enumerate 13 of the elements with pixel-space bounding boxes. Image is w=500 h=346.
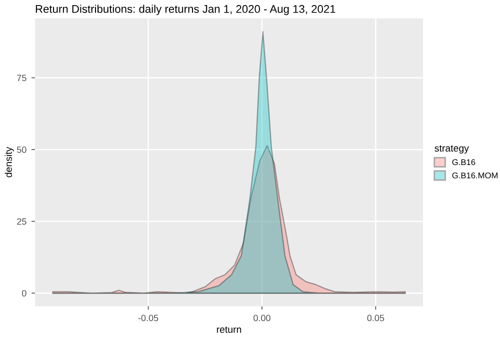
legend-label: G.B16 (452, 159, 476, 166)
y-tick-label: 25 (17, 218, 26, 225)
y-axis-title: density (4, 146, 14, 178)
y-tick-label: 50 (16, 146, 26, 153)
x-axis-title: return (216, 326, 242, 333)
y-tick-label: 75 (17, 74, 26, 82)
legend-label: G.B16.MOM (452, 172, 498, 178)
x-tick-label: -0.05 (138, 314, 158, 322)
x-tick-label: 0.00 (254, 314, 270, 322)
legend-title: strategy (434, 145, 469, 154)
y-tick-label: 0 (22, 290, 26, 297)
x-tick-label: 0.05 (367, 314, 384, 322)
chart-title: Return Distributions: daily returns Jan 1, 2020 - Aug 13, 2021 (36, 4, 336, 16)
